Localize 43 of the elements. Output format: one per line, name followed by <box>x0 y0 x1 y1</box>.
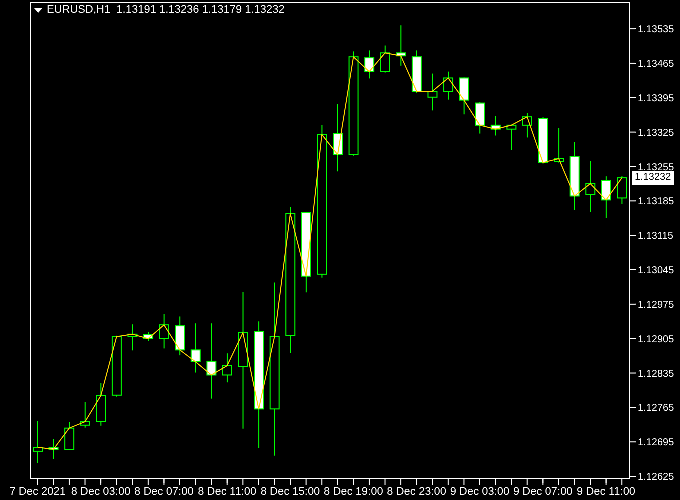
chart-title: EURUSD,H1 1.13191 1.13236 1.13179 1.13232 <box>47 4 285 16</box>
candlestick <box>586 160 596 213</box>
candlestick <box>506 124 517 151</box>
y-tick-label: 1.13115 <box>638 231 674 242</box>
candlestick <box>380 45 390 74</box>
y-tick-label: 1.12835 <box>638 368 675 380</box>
y-tick-label: 1.13185 <box>638 196 675 208</box>
candlestick <box>601 176 612 219</box>
candlestick <box>475 102 486 134</box>
x-tick-label: 8 Dec 11:00 <box>198 486 257 498</box>
y-tick-label: 1.13325 <box>638 128 675 139</box>
y-tick-label: 1.12905 <box>638 334 675 346</box>
text: 1.13232 <box>632 171 674 186</box>
y-tick-label: 1.13255 <box>638 162 675 174</box>
candlestick <box>428 73 438 112</box>
candlestick <box>190 323 201 374</box>
y-tick-label: 1.12765 <box>638 403 675 414</box>
y-tick-label: 1.12625 <box>638 472 675 484</box>
x-tick-label: 8 Dec 15:00 <box>260 486 320 498</box>
candlestick <box>617 176 628 205</box>
x-tick-label: 9 Dec 11:00 <box>577 486 636 498</box>
y-tick-label: 1.13465 <box>638 59 675 70</box>
candlestick <box>64 422 75 451</box>
x-tick-label: 8 Dec 03:00 <box>71 486 131 498</box>
y-tick-label: 1.13395 <box>638 93 675 104</box>
x-tick-label: 9 Dec 03:00 <box>450 486 510 498</box>
candlestick <box>364 50 375 80</box>
x-tick-label: 8 Dec 23:00 <box>387 486 447 498</box>
y-tick-label: 1.12695 <box>638 438 675 449</box>
x-tick-label: 8 Dec 19:00 <box>324 486 384 498</box>
candlestick <box>206 323 217 400</box>
candlestick <box>444 71 454 100</box>
x-tick-label: 8 Dec 07:00 <box>134 486 194 498</box>
candlestick <box>222 353 232 384</box>
candlestick <box>459 77 470 116</box>
candlestick <box>159 314 170 350</box>
candlestick <box>80 402 90 428</box>
x-tick-label: 9 Dec 07:00 <box>513 486 573 498</box>
x-tick-label: 7 Dec 2021 <box>10 486 66 498</box>
y-tick-label: 1.13045 <box>638 266 675 277</box>
y-tick-label: 1.13535 <box>638 24 675 36</box>
y-tick-label: 1.12975 <box>638 300 675 311</box>
candlestick <box>33 420 43 464</box>
